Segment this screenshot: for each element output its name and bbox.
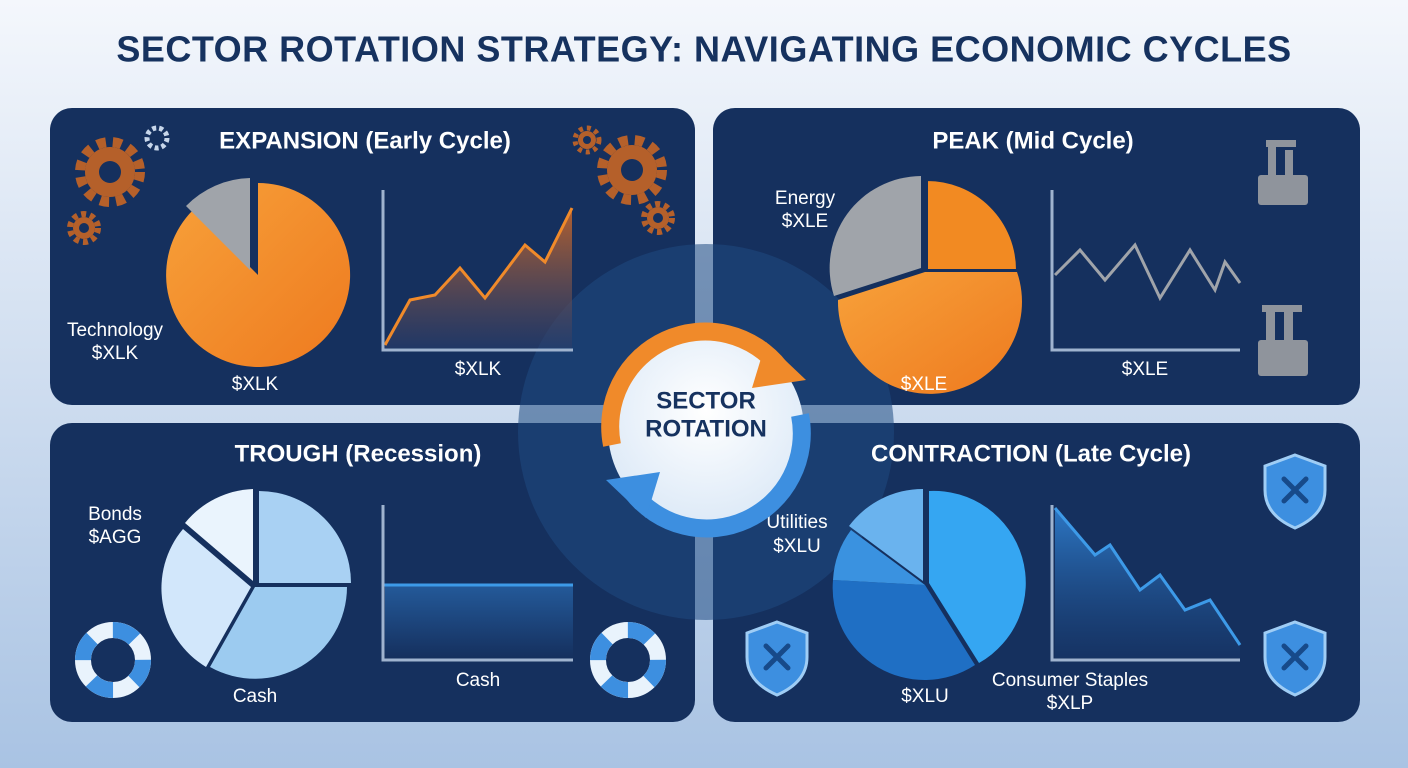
gear-icon xyxy=(583,136,591,144)
sector-label: Bonds xyxy=(88,504,142,525)
gear-icon xyxy=(144,125,170,151)
shield-cross xyxy=(1281,643,1309,671)
axis xyxy=(381,505,573,662)
pie-slice xyxy=(829,176,921,296)
factory-icon xyxy=(1258,175,1308,205)
pie-slice xyxy=(259,491,351,583)
pie-slice xyxy=(833,530,925,585)
pie-slice xyxy=(186,178,250,270)
shield-cross xyxy=(1281,476,1309,504)
panel-title: PEAK (Mid Cycle) xyxy=(932,127,1133,154)
gear-icon xyxy=(621,159,643,181)
area xyxy=(385,208,572,348)
panel-title: TROUGH (Recession) xyxy=(235,440,482,467)
panel-title: CONTRACTION (Late Cycle) xyxy=(871,440,1191,467)
rotation-arrow xyxy=(601,322,788,447)
line xyxy=(383,207,574,346)
pie-slice xyxy=(929,490,1026,663)
factory-icon xyxy=(1258,140,1308,376)
pie-slice xyxy=(161,529,251,667)
gear-icon xyxy=(572,125,602,155)
sector-label: Energy xyxy=(775,188,836,209)
ticker-label: $XLK xyxy=(92,343,139,364)
pie-slice xyxy=(210,587,347,679)
pie-slice xyxy=(185,489,253,581)
axis xyxy=(1050,505,1240,662)
gear-icon xyxy=(79,223,89,233)
gear-icon xyxy=(99,161,121,183)
line xyxy=(1053,242,1242,302)
factory-icon xyxy=(1266,140,1296,147)
rotation-arrowhead xyxy=(606,472,660,518)
ticker-label: $XLU xyxy=(773,536,821,557)
shield-cross xyxy=(763,476,1309,671)
axis xyxy=(381,190,573,352)
pie-slice xyxy=(166,182,351,367)
pie-caption: $XLE xyxy=(901,374,947,395)
pie-caption: $XLK xyxy=(232,374,279,395)
rotation-arrowhead xyxy=(752,342,806,388)
area xyxy=(1055,508,1240,658)
factory-icon xyxy=(1262,305,1302,312)
pie-caption: Cash xyxy=(233,686,277,707)
center-label: ROTATION xyxy=(645,415,767,442)
line xyxy=(1053,507,1242,646)
pie-slice xyxy=(926,178,1019,271)
center-label: SECTOR xyxy=(656,387,756,414)
ticker-label: $AGG xyxy=(89,527,142,548)
lifebuoy-icon xyxy=(590,622,666,698)
gear-icon xyxy=(67,211,101,245)
lifebuoy-icon xyxy=(75,622,666,698)
shield-icon xyxy=(745,453,1327,697)
chart-caption: $XLE xyxy=(1122,359,1168,380)
gear-icon xyxy=(67,125,675,245)
shield-cross xyxy=(763,643,791,671)
pie-slice xyxy=(849,488,923,581)
sector-label: Consumer Staples xyxy=(992,670,1148,691)
gear-icon xyxy=(153,134,161,142)
page-title: SECTOR ROTATION STRATEGY: NAVIGATING ECO… xyxy=(116,29,1291,70)
area xyxy=(385,585,573,658)
pie-slice xyxy=(837,272,1022,394)
gear-icon xyxy=(653,213,663,223)
factory-icon xyxy=(1284,305,1293,340)
factory-icon xyxy=(1285,150,1293,175)
ticker-label: $XLP xyxy=(1047,693,1093,714)
factory-icon xyxy=(1268,145,1276,175)
gear-icon xyxy=(75,137,145,207)
factory-icon xyxy=(1258,340,1308,376)
panel-title: EXPANSION (Early Cycle) xyxy=(219,127,511,154)
sector-label: Utilities xyxy=(766,512,827,533)
gear-icon xyxy=(641,201,675,235)
gear-icon xyxy=(597,135,667,205)
chart-caption: $XLK xyxy=(455,359,502,380)
lifebuoy-icon xyxy=(75,622,151,698)
rotation-arrow xyxy=(624,413,811,538)
factory-icon xyxy=(1266,310,1275,340)
ticker-label: $XLE xyxy=(782,211,828,232)
chart-caption: Cash xyxy=(456,670,500,691)
axis xyxy=(1050,190,1240,352)
pie-caption: $XLU xyxy=(901,686,949,707)
pie-slice xyxy=(832,580,975,680)
sector-label: Technology xyxy=(67,320,164,341)
